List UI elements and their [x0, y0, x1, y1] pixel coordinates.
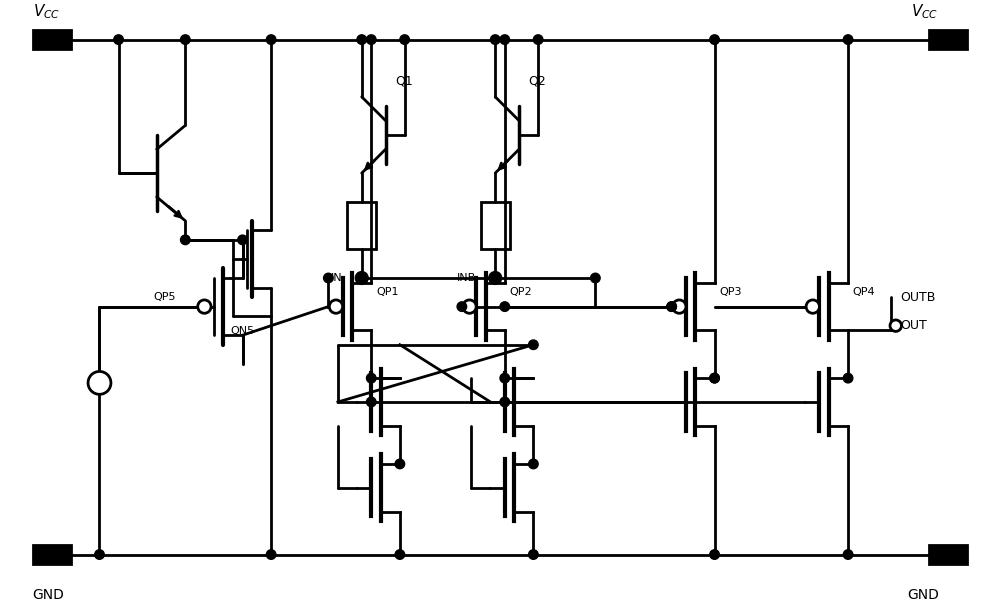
Circle shape	[356, 272, 367, 284]
Circle shape	[500, 373, 510, 383]
Circle shape	[710, 373, 719, 383]
Circle shape	[366, 397, 376, 407]
Circle shape	[457, 302, 467, 311]
Circle shape	[238, 235, 247, 245]
Circle shape	[266, 35, 276, 44]
Circle shape	[500, 35, 510, 44]
Circle shape	[329, 300, 343, 313]
Circle shape	[88, 371, 111, 394]
Circle shape	[400, 35, 409, 44]
Circle shape	[806, 300, 819, 313]
Text: QP4: QP4	[853, 287, 875, 297]
Bar	[347, 202, 376, 249]
Circle shape	[395, 550, 405, 560]
Text: Q2: Q2	[529, 75, 546, 87]
Circle shape	[710, 550, 719, 560]
Text: QP5: QP5	[153, 292, 176, 302]
Text: Q1: Q1	[395, 75, 413, 87]
Circle shape	[529, 459, 538, 469]
Circle shape	[395, 459, 405, 469]
Text: IN: IN	[331, 273, 343, 283]
Text: GND: GND	[907, 588, 939, 601]
Circle shape	[529, 550, 538, 560]
Circle shape	[710, 373, 719, 383]
Circle shape	[181, 35, 190, 44]
Circle shape	[529, 340, 538, 350]
Circle shape	[500, 397, 510, 407]
Circle shape	[890, 320, 901, 331]
Circle shape	[533, 35, 543, 44]
Circle shape	[198, 300, 211, 313]
Circle shape	[667, 302, 676, 311]
Text: QP1: QP1	[376, 287, 399, 297]
Circle shape	[357, 273, 366, 282]
Text: QN5: QN5	[230, 326, 255, 336]
Circle shape	[591, 273, 600, 282]
Text: QP3: QP3	[719, 287, 742, 297]
Bar	[929, 30, 967, 49]
Circle shape	[843, 35, 853, 44]
Circle shape	[490, 35, 500, 44]
Text: OUT: OUT	[901, 319, 927, 332]
Circle shape	[366, 373, 376, 383]
Bar	[481, 202, 510, 249]
Bar	[929, 545, 967, 564]
Text: GND: GND	[33, 588, 65, 601]
Circle shape	[181, 235, 190, 245]
Circle shape	[843, 373, 853, 383]
Text: INB: INB	[457, 273, 476, 283]
Text: QP2: QP2	[510, 287, 532, 297]
Circle shape	[490, 272, 501, 284]
Circle shape	[266, 550, 276, 560]
Bar	[33, 30, 71, 49]
Circle shape	[673, 300, 686, 313]
Circle shape	[357, 35, 366, 44]
Circle shape	[500, 302, 510, 311]
Text: OUTB: OUTB	[901, 290, 936, 304]
Circle shape	[324, 273, 333, 282]
Circle shape	[710, 35, 719, 44]
Circle shape	[667, 302, 676, 311]
Circle shape	[463, 300, 476, 313]
Bar	[33, 545, 71, 564]
Circle shape	[843, 550, 853, 560]
Text: $V_{CC}$: $V_{CC}$	[911, 2, 939, 20]
Text: $V_{CC}$: $V_{CC}$	[33, 2, 60, 20]
Circle shape	[490, 273, 500, 282]
Circle shape	[114, 35, 123, 44]
Circle shape	[95, 550, 104, 560]
Circle shape	[366, 35, 376, 44]
